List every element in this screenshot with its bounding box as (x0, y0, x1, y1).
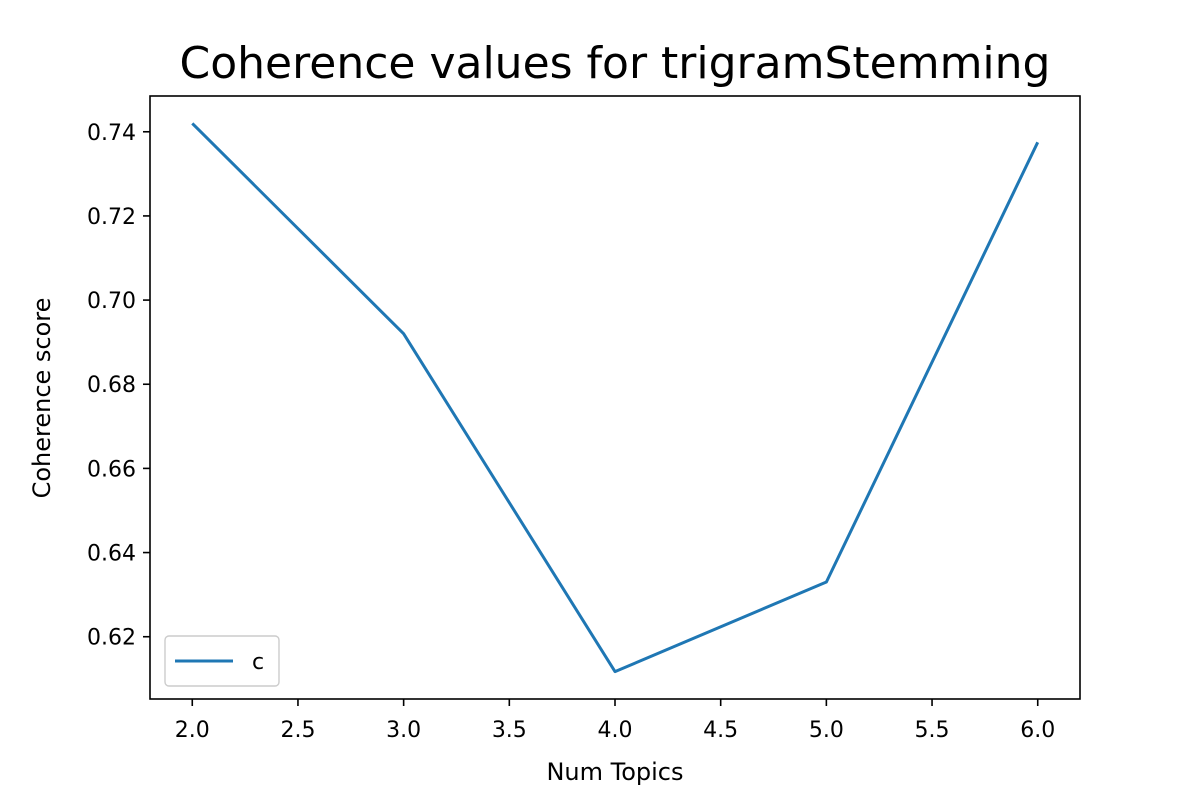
y-tick-label: 0.62 (87, 626, 136, 651)
x-tick-label: 4.5 (703, 718, 738, 743)
x-tick-label: 4.0 (598, 718, 633, 743)
x-tick-label: 2.0 (175, 718, 210, 743)
chart-title: Coherence values for trigramStemming (180, 38, 1051, 89)
legend: c (165, 636, 279, 686)
x-tick-label: 6.0 (1020, 718, 1055, 743)
y-tick-label: 0.70 (87, 289, 136, 314)
x-tick-label: 3.5 (492, 718, 527, 743)
legend-label: c (252, 650, 264, 675)
y-tick-label: 0.68 (87, 373, 136, 398)
x-axis-label: Num Topics (546, 758, 683, 786)
y-tick-label: 0.64 (87, 542, 136, 567)
y-axis-label: Coherence score (28, 298, 56, 499)
y-tick-label: 0.74 (87, 121, 136, 146)
x-tick-label: 3.0 (386, 718, 421, 743)
y-tick-label: 0.72 (87, 205, 136, 230)
x-tick-label: 5.5 (915, 718, 950, 743)
y-axis: 0.62 0.64 0.66 0.68 0.70 0.72 0.74 (87, 121, 150, 651)
series-line (192, 123, 1037, 671)
x-axis: 2.0 2.5 3.0 3.5 4.0 4.5 5.0 5.5 6.0 (175, 699, 1055, 743)
series-layer (192, 123, 1038, 671)
x-tick-label: 5.0 (809, 718, 844, 743)
y-tick-label: 0.66 (87, 457, 136, 482)
x-tick-label: 2.5 (280, 718, 315, 743)
plot-area (150, 96, 1080, 699)
plot-frame (150, 96, 1080, 699)
